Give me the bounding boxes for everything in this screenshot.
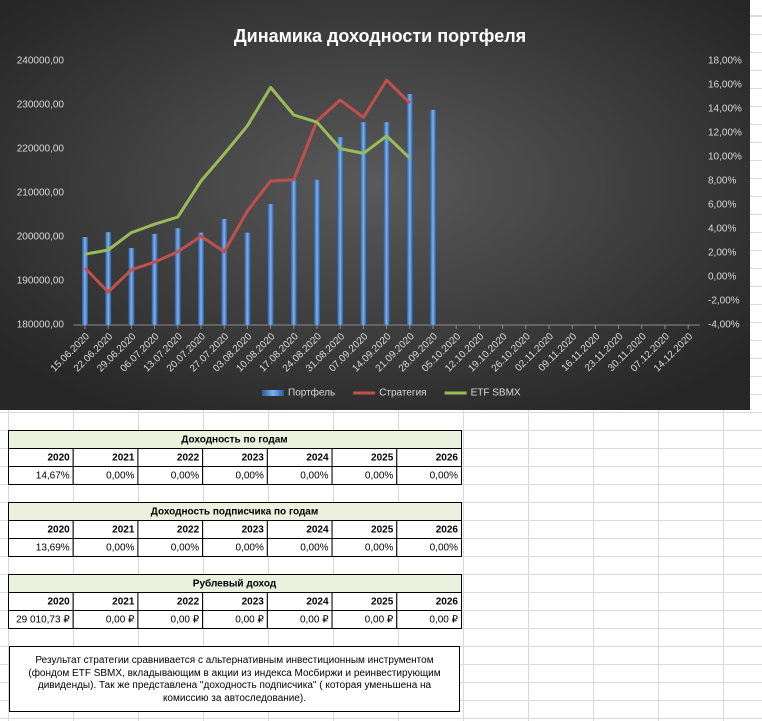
bar	[290, 179, 297, 325]
cell-value: 14,67%	[36, 471, 70, 482]
y2-tick-label: -2,00%	[708, 296, 740, 307]
y2-tick-label: -4,00%	[708, 320, 740, 331]
y2-tick-label: 2,00%	[708, 248, 736, 259]
cell-value: 0,00%	[171, 543, 199, 554]
bar	[128, 248, 135, 325]
bar	[151, 233, 158, 325]
header-label: 2026	[436, 525, 459, 536]
header-label: 2024	[306, 525, 329, 536]
bar	[105, 232, 112, 325]
y-tick-label: 190000,00	[17, 276, 65, 287]
header-label: 2021	[112, 525, 135, 536]
header-label: 2025	[371, 453, 394, 464]
bar	[360, 122, 367, 325]
bar	[82, 237, 88, 325]
cell-value: 0,00%	[430, 471, 458, 482]
header-label: 2020	[47, 525, 70, 536]
cell-value: 0,00%	[235, 543, 263, 554]
cell-value: 0,00%	[171, 471, 199, 482]
y-tick-label: 210000,00	[17, 188, 65, 199]
bar	[430, 109, 436, 325]
bar	[406, 94, 413, 325]
bar	[221, 218, 228, 325]
cell-value: 0,00%	[300, 543, 328, 554]
line	[84, 85, 411, 256]
header-label: 2022	[177, 525, 200, 536]
cell-value: 0,00 ₽	[429, 615, 458, 626]
note: Результат стратегии сравнивается с альте…	[9, 646, 460, 712]
y-tick-label: 220000,00	[17, 144, 65, 155]
chart-area	[0, 0, 750, 410]
cell-value: 0,00 ₽	[171, 615, 200, 626]
header-label: 2023	[242, 453, 265, 464]
header-label: 2025	[371, 525, 394, 536]
cell-value: 0,00%	[430, 543, 458, 554]
value-cell	[396, 610, 462, 629]
bar	[267, 204, 274, 325]
header-label: 2024	[306, 597, 329, 608]
cell-value: 13,69%	[36, 543, 70, 554]
legend-label: Портфель	[288, 387, 335, 399]
cell-value: 0,00%	[106, 471, 134, 482]
table-title: Рублевый доход	[193, 578, 277, 590]
header-label: 2023	[242, 525, 265, 536]
header-label: 2024	[306, 453, 329, 464]
header-label: 2025	[371, 597, 394, 608]
value-cell	[396, 466, 462, 485]
y2-tick-label: 16,00%	[708, 80, 742, 91]
header-label: 2026	[436, 453, 459, 464]
header-label: 2022	[177, 597, 200, 608]
bar	[174, 228, 181, 325]
cell-value: 0,00 ₽	[300, 615, 329, 626]
y-tick-label: 240000,00	[17, 56, 65, 67]
table-title: Доходность по годам	[181, 435, 287, 446]
y2-tick-label: 10,00%	[708, 152, 742, 163]
y-tick-label: 230000,00	[17, 100, 65, 111]
cell-value: 0,00%	[300, 471, 328, 482]
bar	[244, 232, 251, 325]
header-label: 2020	[47, 597, 70, 608]
cell-value: 0,00%	[365, 543, 393, 554]
header-label: 2026	[436, 597, 459, 608]
cell-value: 29 010,73 ₽	[16, 615, 70, 626]
y2-tick-label: 14,00%	[708, 104, 742, 115]
y2-tick-label: 0,00%	[708, 272, 736, 283]
bar	[314, 179, 320, 325]
y2-tick-label: 18,00%	[708, 56, 742, 67]
cell-value: 0,00%	[106, 543, 134, 554]
header-label: 2022	[177, 453, 200, 464]
header-label: 2023	[242, 597, 265, 608]
y2-tick-label: 6,00%	[708, 200, 736, 211]
y2-tick-label: 8,00%	[708, 176, 736, 187]
y-tick-label: 200000,00	[17, 232, 65, 243]
cell-value: 0,00 ₽	[235, 615, 264, 626]
y2-tick-label: 4,00%	[708, 224, 736, 235]
bar	[198, 232, 204, 325]
cell-value: 0,00%	[365, 471, 393, 482]
legend-label: Стратегия	[379, 388, 426, 399]
header-label: 2021	[112, 453, 135, 464]
chart-title: Динамика доходности портфеля	[234, 26, 526, 46]
value-cell	[396, 538, 462, 557]
cell-value: 0,00 ₽	[365, 615, 394, 626]
bar	[383, 122, 390, 325]
line	[83, 78, 411, 294]
y-tick-label: 180000,00	[17, 320, 65, 331]
header-label: 2020	[47, 453, 70, 464]
cell-value: 0,00 ₽	[106, 615, 135, 626]
legend-swatch	[262, 390, 284, 396]
legend-label: ETF SBMX	[471, 388, 521, 399]
cell-value: 0,00%	[235, 471, 263, 482]
y2-tick-label: 12,00%	[708, 128, 742, 139]
bar	[337, 137, 344, 325]
header-label: 2021	[112, 597, 135, 608]
table-title: Доходность подписчика по годам	[151, 507, 319, 518]
